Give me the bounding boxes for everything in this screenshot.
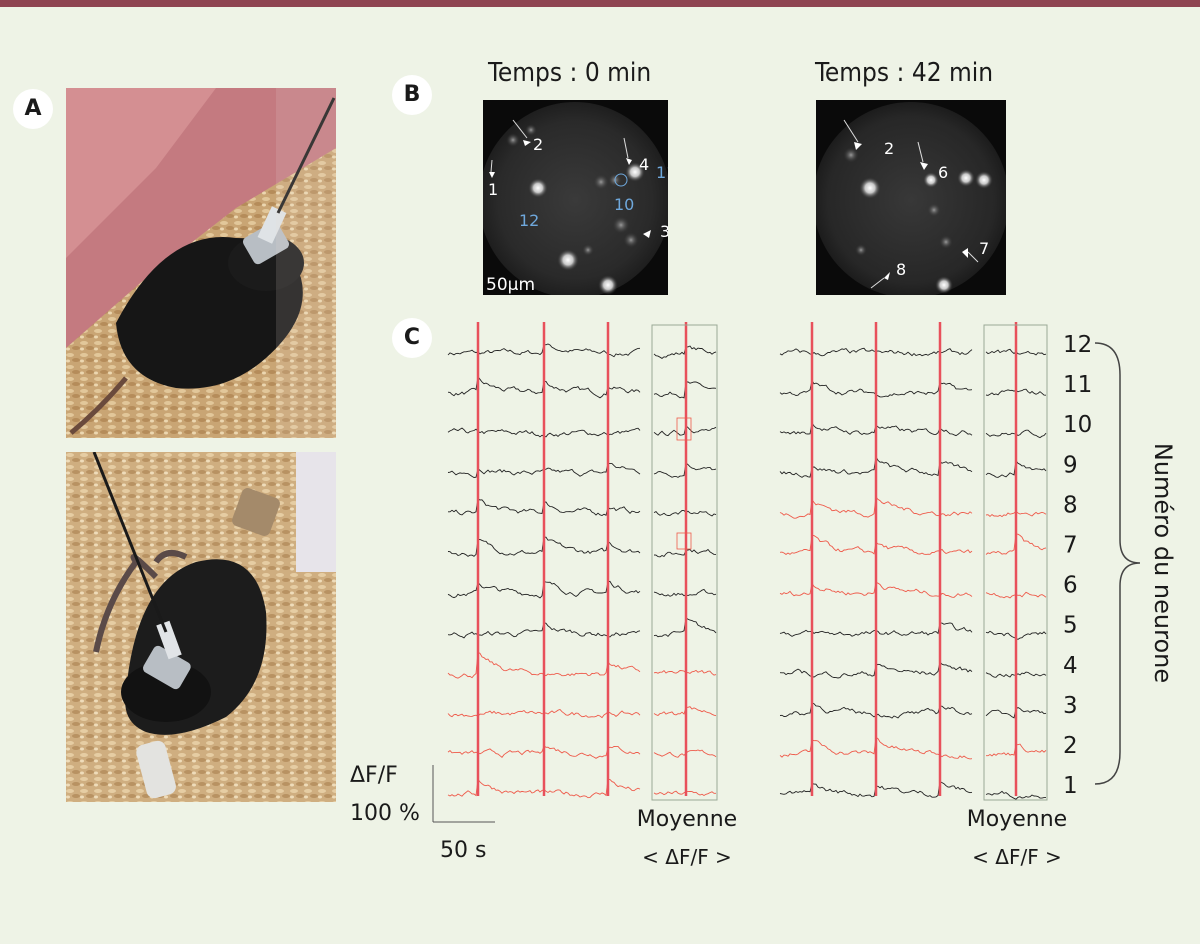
micrograph-0min: 1 2 3 4 10 11 12 50µm [483, 100, 668, 295]
mean-box-right [983, 324, 1048, 801]
neuron-number-12: 12 [1063, 332, 1092, 358]
cell-label-12: 12 [519, 211, 539, 230]
cell-label-1: 1 [488, 180, 498, 199]
dff-amplitude-label: 100 % [350, 801, 420, 826]
mean-sub-label-right: < ΔF/F > [972, 845, 1062, 869]
neuron-number-column: 12 11 10 9 8 7 6 5 4 3 2 1 [1063, 332, 1092, 799]
neuron-number-1: 1 [1063, 773, 1078, 799]
cell-label-7: 7 [979, 239, 989, 258]
trace-neuron-1 [985, 790, 1046, 800]
highlight-box-10 [676, 417, 692, 441]
timepoint-label-0min: Temps : 0 min [488, 58, 652, 88]
cell-label-2-late: 2 [884, 139, 894, 158]
cell-label-2: 2 [533, 135, 543, 154]
neuron-number-6: 6 [1063, 573, 1078, 599]
timepoint-label-42min: Temps : 42 min [815, 58, 994, 88]
panel-label-c: C [392, 318, 432, 358]
mean-label-left: Moyenne [637, 807, 737, 832]
neuron-number-2: 2 [1063, 733, 1078, 759]
neuron-axis-title: Numéro du neurone [1149, 443, 1177, 683]
cell-label-4: 4 [639, 155, 649, 174]
neuron-number-4: 4 [1063, 653, 1078, 679]
top-accent-bar [0, 0, 1200, 7]
neuron-number-10: 10 [1063, 412, 1092, 438]
cell-label-8: 8 [896, 260, 906, 279]
neuron-brace [1094, 342, 1141, 785]
mouse-photo-top [66, 88, 336, 438]
micrograph-42min: 2 6 7 8 [816, 100, 1006, 295]
neuron-number-7: 7 [1063, 533, 1078, 559]
micro-scale-label: 50µm [486, 275, 535, 295]
cell-label-11: 11 [656, 163, 668, 182]
mouse-photo-bottom [66, 452, 336, 802]
cell-label-10: 10 [614, 195, 634, 214]
neuron-number-11: 11 [1063, 372, 1092, 398]
neuron-number-3: 3 [1063, 693, 1078, 719]
mean-label-right: Moyenne [967, 807, 1067, 832]
time-scale-label: 50 s [440, 838, 486, 863]
neuron-number-8: 8 [1063, 492, 1078, 518]
cell-label-3: 3 [660, 222, 668, 241]
highlight-box-7 [676, 532, 692, 550]
neuron-number-5: 5 [1063, 613, 1078, 639]
panel-label-a: A [13, 89, 53, 129]
mean-sub-label-left: < ΔF/F > [642, 845, 732, 869]
cell-label-6: 6 [938, 163, 948, 182]
neuron-number-9: 9 [1063, 452, 1078, 478]
event-lines [476, 322, 1018, 796]
mean-box-left [651, 324, 718, 801]
traces-42min [779, 347, 1047, 800]
panel-label-b: B [392, 75, 432, 115]
dff-label: ΔF/F [350, 763, 398, 788]
traces-0min [447, 343, 717, 799]
